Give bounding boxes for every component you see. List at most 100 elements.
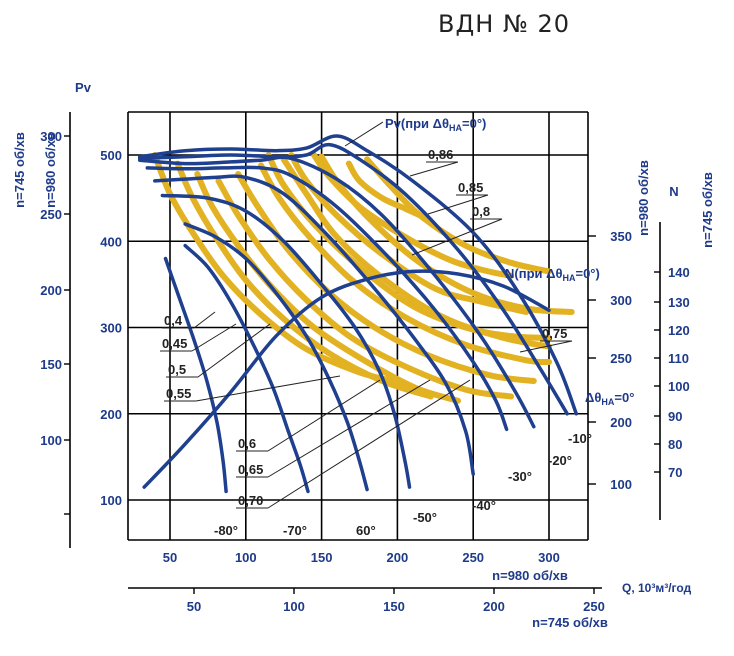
pressure-curve [163, 256, 228, 494]
x2-tick-label: 50 [187, 599, 201, 614]
n980-tick-label: 350 [610, 229, 632, 244]
efficiency-label: 0,85 [458, 180, 483, 195]
n745-tick-label: 90 [668, 409, 682, 424]
n745-tick-label: 130 [668, 295, 690, 310]
leader-line [197, 323, 271, 378]
x-tick-label: 150 [311, 550, 333, 565]
x-tick-label: 50 [163, 550, 177, 565]
power-curve [142, 269, 551, 489]
pressure-curve [183, 222, 369, 492]
leader-line [267, 379, 381, 452]
angle-label: -70° [283, 523, 307, 538]
x-tick-label: 250 [462, 550, 484, 565]
leader-line [427, 194, 489, 215]
n-axis-label-980: n=980 об/хв [636, 160, 651, 236]
leader-line [344, 121, 384, 147]
efficiency-label: 0,70 [238, 493, 263, 508]
chart-title: ВДН № 20 [438, 10, 571, 38]
axes [64, 111, 661, 594]
x-tick-label: 200 [387, 550, 409, 565]
y-axis-label-745: n=745 об/хв [12, 132, 27, 208]
y-tick-label-745: 150 [40, 357, 62, 372]
n980-tick-label: 100 [610, 477, 632, 492]
pv-axis-title: Pv [75, 80, 92, 95]
x-axis-label-980: n=980 об/хв [492, 568, 568, 583]
x2-tick-label: 100 [283, 599, 305, 614]
y-tick-label-745: 200 [40, 283, 62, 298]
n745-tick-label: 80 [668, 437, 682, 452]
efficiency-curve [258, 162, 552, 366]
leader-line [411, 218, 503, 256]
y-tick-label-980: 400 [100, 234, 122, 249]
efficiency-label: 0,4 [164, 313, 183, 328]
pressure-curve [137, 142, 569, 416]
x2-tick-label: 200 [483, 599, 505, 614]
efficiency-label: 0,55 [166, 386, 191, 401]
x-tick-label: 300 [538, 550, 560, 565]
leader-line [267, 379, 471, 509]
leader-line [267, 379, 431, 478]
pv-curve-annotation: Pv(при ΔθНА=0°) [385, 116, 486, 133]
efficiency-curve [364, 156, 552, 275]
y-tick-label-745: 250 [40, 207, 62, 222]
angle-label: -80° [214, 523, 238, 538]
angle-label: -50° [413, 510, 437, 525]
pressure-curve [183, 243, 310, 494]
efficiency-curve [345, 160, 424, 219]
leader-line [519, 340, 573, 353]
efficiency-label: 0,75 [542, 326, 567, 341]
x2-tick-label: 250 [583, 599, 605, 614]
angle-label: -10° [568, 431, 592, 446]
y-tick-label-980: 200 [100, 407, 122, 422]
efficiency-label: 0,8 [472, 204, 490, 219]
leader-line [191, 323, 237, 352]
efficiency-label: 0,65 [238, 462, 263, 477]
n-axis-label-745: n=745 об/хв [700, 172, 715, 248]
leader-line [195, 375, 341, 402]
n745-tick-label: 100 [668, 379, 690, 394]
efficiency-curve [215, 177, 515, 400]
angle-annotation: ΔθНА=0° [585, 390, 634, 407]
n980-tick-label: 300 [610, 293, 632, 308]
y-axis-label-980: n=980 об/хв [43, 132, 58, 208]
power-curve [142, 269, 551, 489]
efficiency-curve [265, 152, 552, 341]
y-tick-label-980: 500 [100, 148, 122, 163]
n745-tick-label: 110 [668, 351, 689, 366]
pressure-curves [137, 134, 579, 494]
x2-tick-label: 150 [383, 599, 405, 614]
efficiency-curve [194, 171, 461, 404]
angle-label: 60° [356, 523, 376, 538]
n980-tick-label: 250 [610, 351, 632, 366]
efficiency-curve [174, 160, 434, 400]
pressure-curve [145, 165, 509, 432]
n745-tick-label: 120 [668, 323, 690, 338]
efficiency-curve [280, 156, 552, 350]
n-curve-annotation: N(при ΔθНА=0°) [505, 266, 600, 283]
y-tick-label-980: 300 [100, 321, 122, 336]
pressure-curve [137, 134, 579, 416]
pressure-curve [137, 155, 536, 429]
x-unit-label: Q, 10³м³/год [622, 581, 692, 595]
efficiency-label: 0,86 [428, 147, 453, 162]
y-tick-label-745: 100 [40, 433, 62, 448]
efficiency-label: 0,6 [238, 436, 256, 451]
efficiency-label: 0,45 [162, 336, 187, 351]
angle-label: -40° [472, 498, 496, 513]
efficiency-curve [311, 152, 515, 279]
n745-tick-label: 70 [668, 465, 682, 480]
y-tick-label-745: 300 [40, 129, 62, 144]
efficiency-curve [288, 152, 530, 315]
x-axis-label-745: n=745 об/хв [532, 615, 608, 630]
n745-tick-label: 140 [668, 265, 690, 280]
n980-tick-label: 200 [610, 415, 632, 430]
x-tick-label: 100 [235, 550, 257, 565]
angle-label: -30° [508, 469, 532, 484]
efficiency-label: 0,5 [168, 362, 186, 377]
y-tick-label-980: 100 [100, 493, 122, 508]
n-axis-title: N [669, 184, 678, 199]
leader-line [193, 311, 216, 329]
pressure-curve [160, 193, 412, 489]
